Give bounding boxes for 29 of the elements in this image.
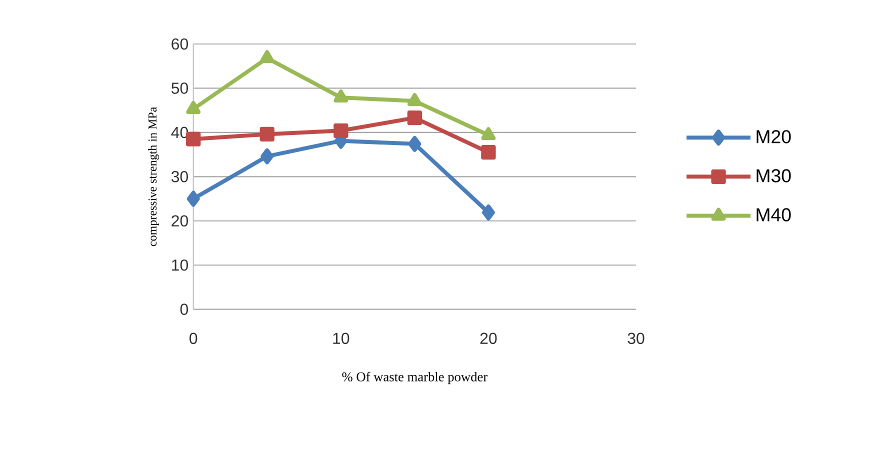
point xyxy=(408,136,422,152)
x-tick-label: 10 xyxy=(333,332,350,344)
point xyxy=(186,132,201,147)
point xyxy=(334,124,348,138)
y-tick-label: 0 xyxy=(180,304,188,316)
point xyxy=(260,148,274,164)
legend-label: M40 xyxy=(756,208,791,222)
x-tick-label: 30 xyxy=(628,332,644,344)
point xyxy=(481,145,496,160)
point xyxy=(260,127,274,142)
point xyxy=(186,101,201,114)
x-tick-label: 20 xyxy=(480,332,497,344)
y-tick-label: 10 xyxy=(172,260,188,271)
point xyxy=(482,204,495,221)
point xyxy=(407,93,422,106)
point xyxy=(481,127,496,140)
y-axis-title: compressive strength in MPa xyxy=(148,107,160,246)
y-tick-label: 60 xyxy=(172,38,188,50)
legend-label: M20 xyxy=(756,130,791,144)
point xyxy=(260,50,274,64)
point xyxy=(334,90,348,103)
x-axis-title: % Of waste marble powder xyxy=(342,372,488,384)
y-tick-label: 20 xyxy=(172,215,188,227)
y-tick-label: 50 xyxy=(171,82,188,94)
y-tick-label: 30 xyxy=(171,171,188,182)
x-tick-label: 0 xyxy=(190,332,198,344)
point xyxy=(186,190,200,207)
point xyxy=(407,110,422,126)
legend-label: M30 xyxy=(756,169,791,183)
